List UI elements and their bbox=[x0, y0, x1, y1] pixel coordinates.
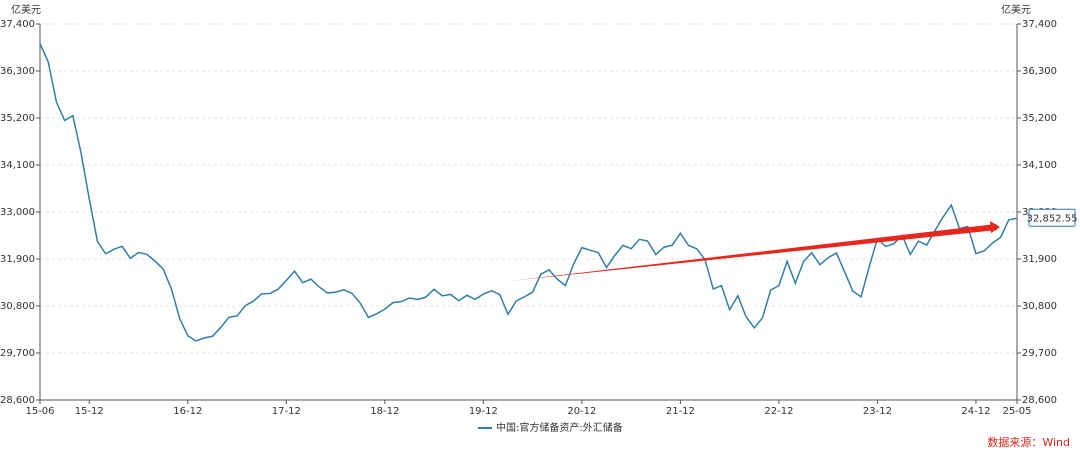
data-line bbox=[39, 43, 1018, 342]
value-label-box bbox=[1028, 208, 1076, 227]
y-tick-label: 31,900 bbox=[0, 254, 35, 265]
x-tick-label: 25-05 bbox=[1002, 406, 1031, 417]
y-tick-label: 34,100 bbox=[0, 160, 35, 171]
y-tick-label: 35,200 bbox=[0, 113, 35, 124]
x-tick-label: 16-12 bbox=[173, 406, 202, 417]
legend-label[interactable]: 中国:官方储备资产:外汇储备 bbox=[496, 421, 623, 434]
x-tick-label: 15-12 bbox=[75, 406, 104, 417]
value-label: 32,852.55 bbox=[1027, 213, 1078, 224]
y2-tick-label: 30,800 bbox=[1022, 301, 1057, 312]
x-tick-label: 19-12 bbox=[469, 406, 498, 417]
y-unit-left: 亿美元 bbox=[11, 3, 41, 16]
x-tick-label: 24-12 bbox=[961, 406, 990, 417]
y2-tick-label: 35,200 bbox=[1022, 113, 1057, 124]
y-tick-label: 29,700 bbox=[0, 348, 35, 359]
y2-tick-label: 36,300 bbox=[1022, 66, 1057, 77]
x-tick-label: 18-12 bbox=[370, 406, 399, 417]
x-tick-label: 21-12 bbox=[666, 406, 695, 417]
y-tick-label: 37,400 bbox=[0, 19, 35, 30]
y-unit-right: 亿美元 bbox=[1001, 3, 1031, 16]
plot-area: 28,600 28,600 29,700 29,700 30,800 30,800 31,9… bbox=[0, 19, 1057, 417]
y2-tick-label: 29,700 bbox=[1022, 348, 1057, 359]
x-tick-label: 22-12 bbox=[764, 406, 793, 417]
y2-tick-label: 37,400 bbox=[1022, 19, 1057, 30]
x-tick-label: 23-12 bbox=[863, 406, 892, 417]
y2-tick-label: 28,600 bbox=[1022, 395, 1057, 406]
x-tick-label: 17-12 bbox=[272, 406, 301, 417]
trend-arrow bbox=[510, 224, 997, 281]
y-tick-label: 30,800 bbox=[0, 301, 35, 312]
trend-arrow-head bbox=[990, 221, 1000, 233]
y-tick-label: 33,000 bbox=[0, 207, 35, 218]
x-tick-label: 15-06 bbox=[25, 406, 54, 417]
y2-tick-label: 34,100 bbox=[1022, 160, 1057, 171]
y-tick-label: 28,600 bbox=[0, 395, 35, 406]
y2-tick-label: 31,900 bbox=[1022, 254, 1057, 265]
y-tick-label: 36,300 bbox=[0, 66, 35, 77]
x-tick-label: 20-12 bbox=[567, 406, 596, 417]
source-note: 数据来源：Wind bbox=[987, 435, 1070, 449]
